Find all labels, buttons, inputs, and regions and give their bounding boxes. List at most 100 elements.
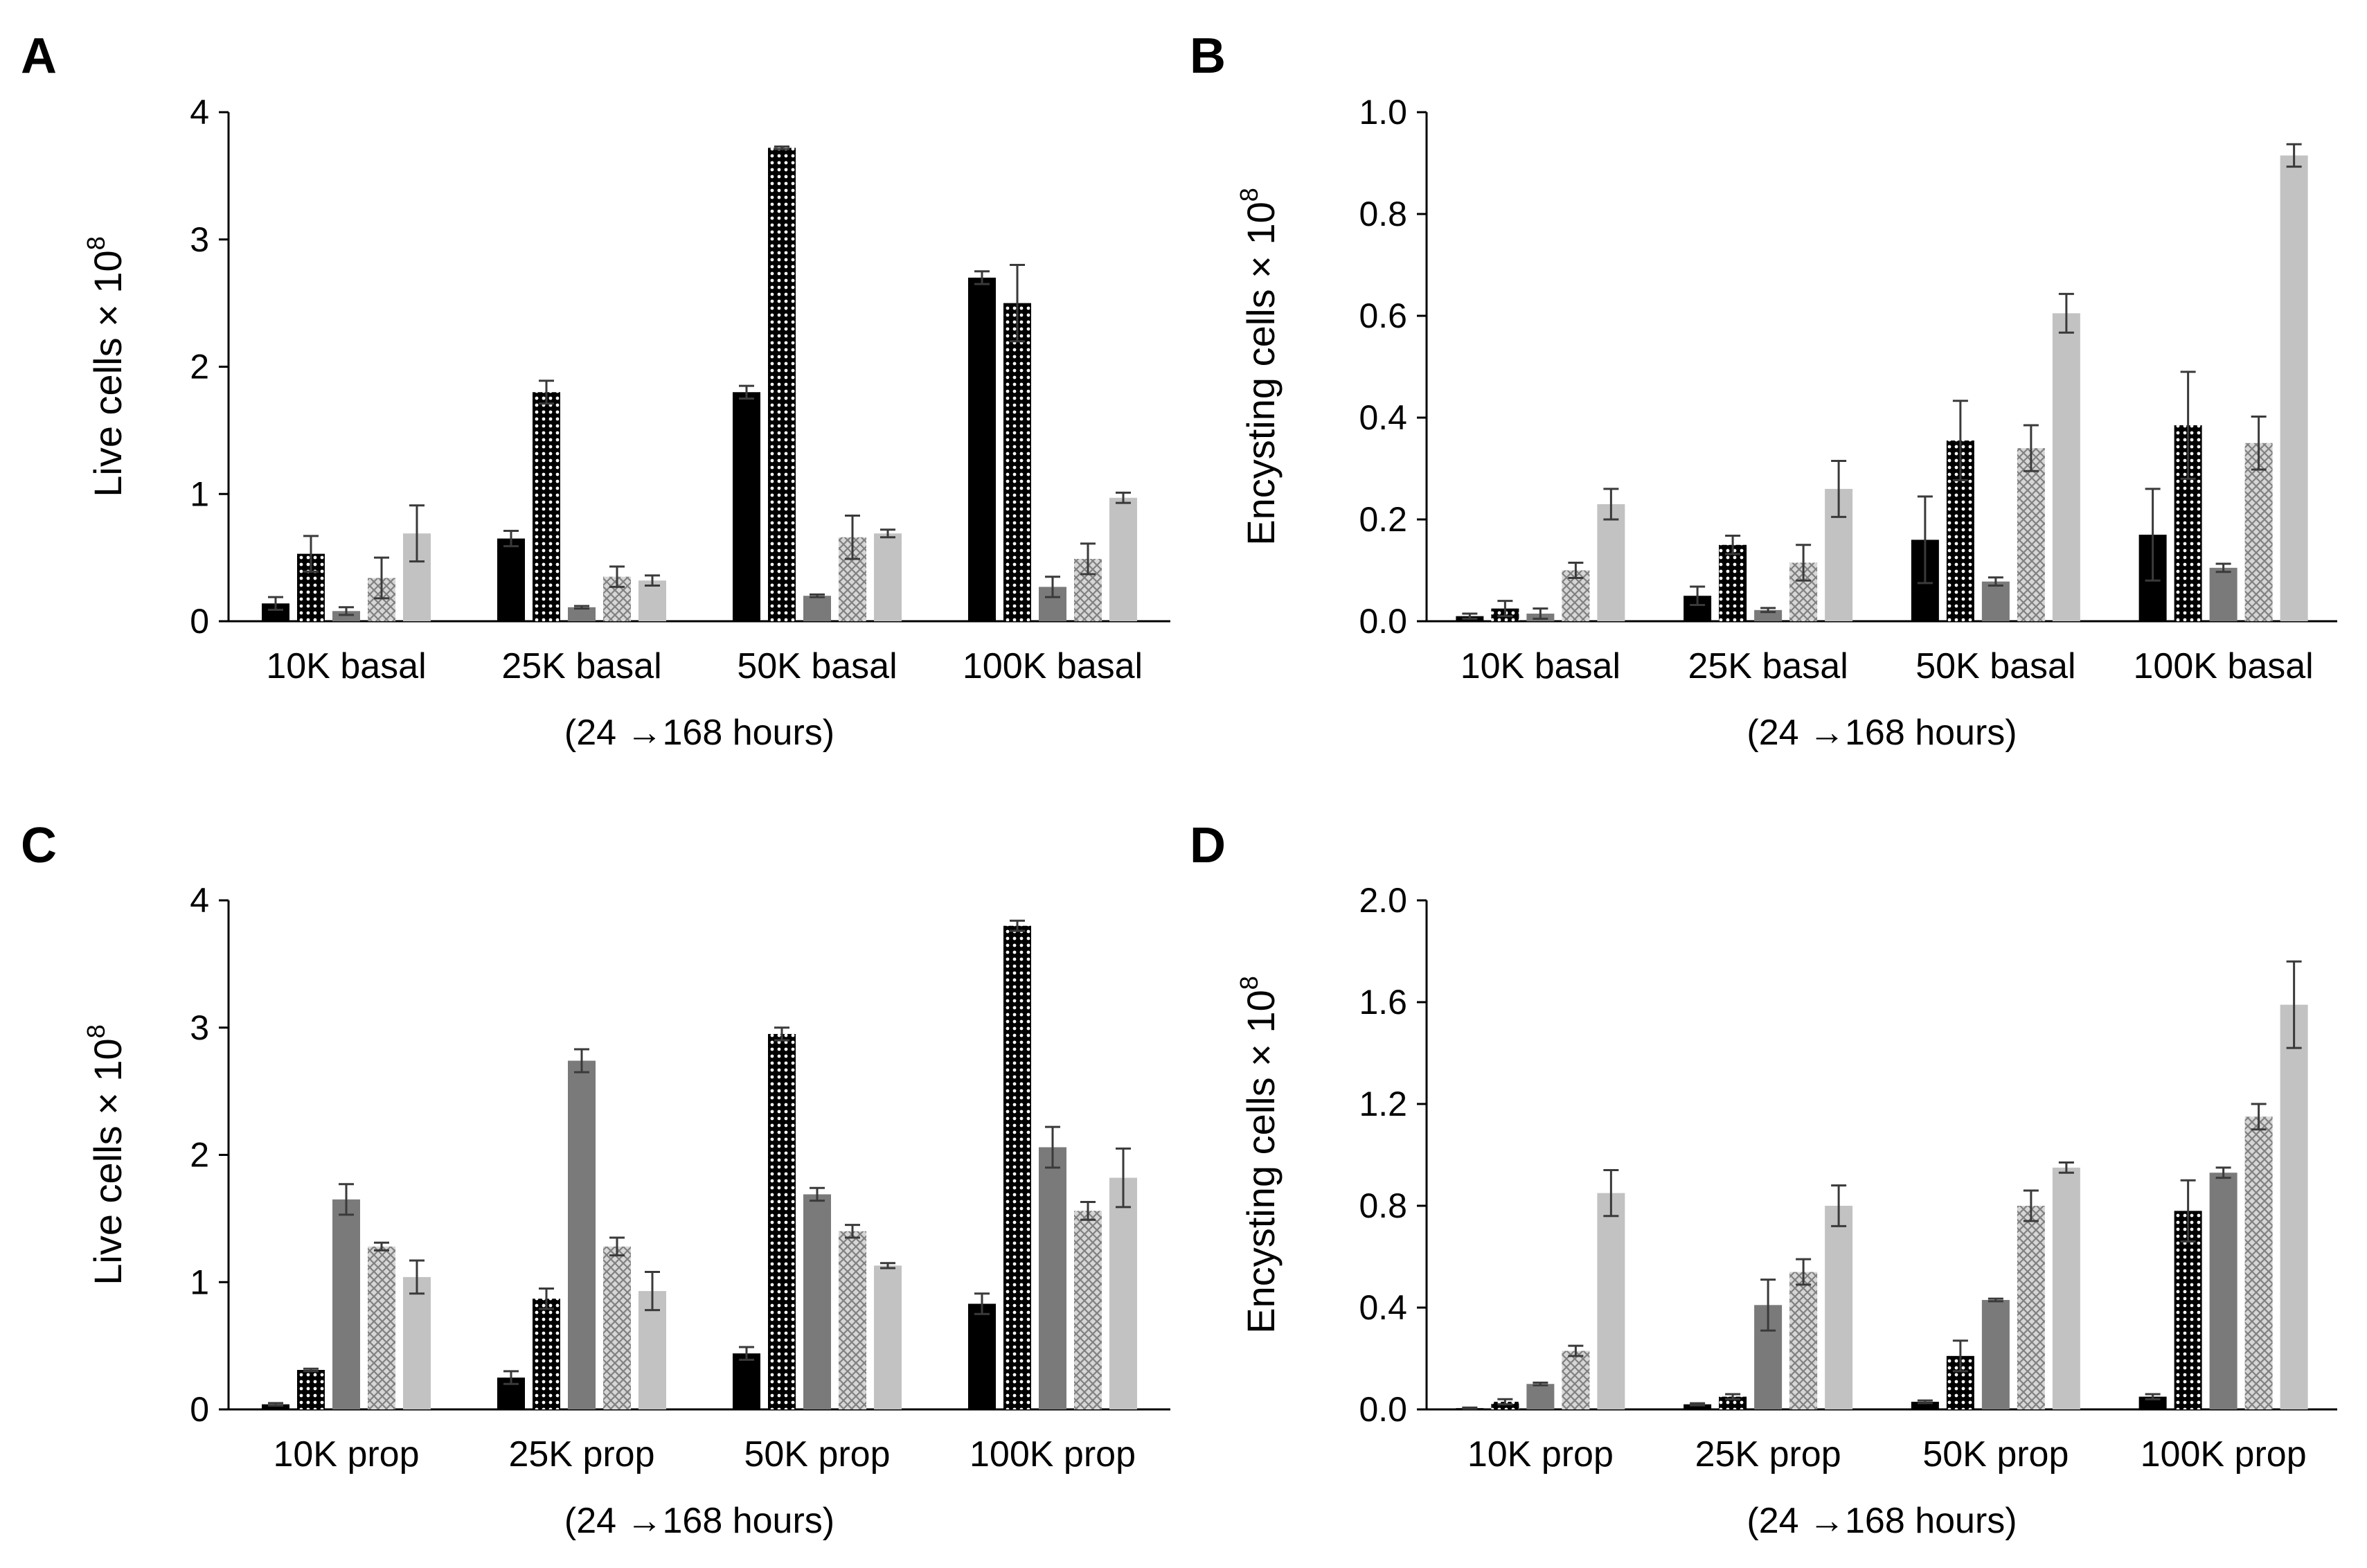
x-axis-label: (24 →168 hours): [1747, 713, 2017, 753]
panel-d: D 0.0 0.4 0.8 1.2 1.6 2.0 Encysting cells × 108…: [1190, 818, 2337, 1541]
bar-72h: [803, 596, 831, 621]
panel-letter: D: [1190, 818, 1226, 873]
bar-72h: [803, 1194, 831, 1409]
bar-120h: [839, 1231, 866, 1409]
bar-48h: [1003, 303, 1031, 621]
y-axis-label-text: Live cells × 10: [86, 1038, 129, 1285]
bar-168h: [1825, 1206, 1853, 1409]
bar-120h: [1789, 1272, 1818, 1409]
x-category-label: 25K basal: [1688, 646, 1848, 686]
bar-168h: [1597, 1193, 1625, 1409]
bar-24h: [968, 1303, 996, 1409]
y-axis-label-exponent: 8: [82, 236, 110, 250]
x-category-label: 10K prop: [273, 1434, 419, 1475]
x-category-label: 10K basal: [266, 646, 426, 686]
y-tick-label: 3: [190, 220, 209, 259]
y-tick-label: 0.0: [1359, 602, 1407, 641]
bar-48h: [533, 392, 560, 621]
y-tick-label: 1: [190, 474, 209, 513]
y-axis-label-exponent: 8: [1235, 976, 1263, 990]
bar-168h: [1109, 497, 1137, 621]
bar-120h: [2017, 1206, 2045, 1409]
y-tick-label: 0.8: [1359, 1186, 1407, 1225]
y-tick-label: 0.2: [1359, 500, 1407, 539]
y-axis-label: Live cells × 108: [82, 1024, 129, 1285]
x-category-label: 50K prop: [744, 1434, 890, 1475]
y-axis-label: Encysting cells × 108: [1235, 976, 1283, 1334]
bar-168h: [2280, 155, 2308, 622]
bar-120h: [2244, 1116, 2273, 1409]
bar-168h: [403, 1276, 431, 1409]
x-category-label: 50K prop: [1922, 1434, 2069, 1475]
bar-72h: [2209, 1173, 2238, 1409]
panel-b: B 0.0 0.2 0.4 0.6 0.8 1.0 Encysting cells × 108…: [1190, 28, 2337, 753]
bar-72h: [2209, 567, 2238, 621]
bar-72h: [332, 611, 360, 621]
y-tick-label: 0: [190, 1390, 209, 1429]
y-tick-label: 4: [190, 93, 209, 132]
y-axis-label-text: Encysting cells × 10: [1239, 202, 1283, 545]
y-tick-label: 2: [190, 1136, 209, 1175]
y-tick-label: 1: [190, 1263, 209, 1301]
bar-48h: [768, 148, 796, 621]
y-axis-label-exponent: 8: [1235, 188, 1263, 202]
bar-120h: [603, 1246, 631, 1409]
bar-168h: [874, 1265, 902, 1409]
y-axis-label-exponent: 8: [82, 1024, 110, 1038]
y-tick-label: 2: [190, 348, 209, 386]
bar-72h: [1526, 1384, 1555, 1409]
bar-72h: [568, 1060, 596, 1409]
bar-48h: [1491, 1401, 1519, 1409]
y-axis-label: Encysting cells × 108: [1235, 188, 1283, 546]
y-tick-label: 1.0: [1359, 93, 1407, 132]
bar-24h: [497, 538, 525, 621]
panel-letter: B: [1190, 28, 1226, 84]
bar-48h: [1719, 544, 1747, 621]
x-category-label: 10K prop: [1467, 1434, 1614, 1475]
panel-letter: A: [21, 28, 57, 84]
x-category-label: 25K prop: [508, 1434, 654, 1475]
x-category-label: 50K basal: [737, 646, 897, 686]
bar-24h: [733, 392, 760, 621]
x-axis-label: (24 →168 hours): [564, 1501, 834, 1541]
bar-168h: [638, 580, 666, 621]
y-tick-label: 1.6: [1359, 983, 1407, 1022]
y-axis-label-text: Live cells × 10: [86, 250, 129, 497]
bar-24h: [968, 277, 996, 621]
bar-72h: [1981, 581, 2010, 621]
y-tick-label: 0.6: [1359, 296, 1407, 335]
bar-48h: [768, 1033, 796, 1409]
bar-72h: [1981, 1299, 2010, 1409]
bar-72h: [1039, 1147, 1066, 1409]
bar-168h: [2280, 1004, 2308, 1409]
x-category-label: 100K basal: [2134, 646, 2314, 686]
y-tick-label: 3: [190, 1008, 209, 1047]
y-tick-label: 0.4: [1359, 1288, 1407, 1327]
bar-48h: [1003, 925, 1031, 1409]
y-tick-label: 0.8: [1359, 195, 1407, 233]
bar-168h: [2052, 1167, 2080, 1409]
bar-24h: [1911, 1401, 1939, 1409]
bar-48h: [2174, 1211, 2202, 1409]
bar-168h: [1109, 1177, 1137, 1409]
x-axis-label: (24 →168 hours): [1747, 1501, 2017, 1541]
bar-72h: [568, 607, 596, 621]
panel-a: A 0 1 2 3 4 Live cells × 108 10K basal 25K basal…: [21, 28, 1170, 753]
bar-120h: [2244, 443, 2273, 621]
x-category-label: 100K prop: [2141, 1434, 2307, 1475]
bar-24h: [262, 1404, 289, 1409]
x-category-label: 25K prop: [1695, 1434, 1841, 1475]
bar-24h: [733, 1353, 760, 1409]
bar-120h: [2017, 448, 2045, 621]
bar-72h: [332, 1199, 360, 1409]
x-category-label: 25K basal: [501, 646, 661, 686]
x-axis-label: (24 →168 hours): [564, 713, 834, 753]
bar-168h: [1597, 504, 1625, 621]
x-category-label: 100K basal: [963, 646, 1143, 686]
bar-168h: [874, 533, 902, 621]
y-tick-label: 0.0: [1359, 1390, 1407, 1429]
y-tick-label: 2.0: [1359, 881, 1407, 920]
y-tick-label: 1.2: [1359, 1085, 1407, 1123]
x-category-label: 50K basal: [1915, 646, 2075, 686]
